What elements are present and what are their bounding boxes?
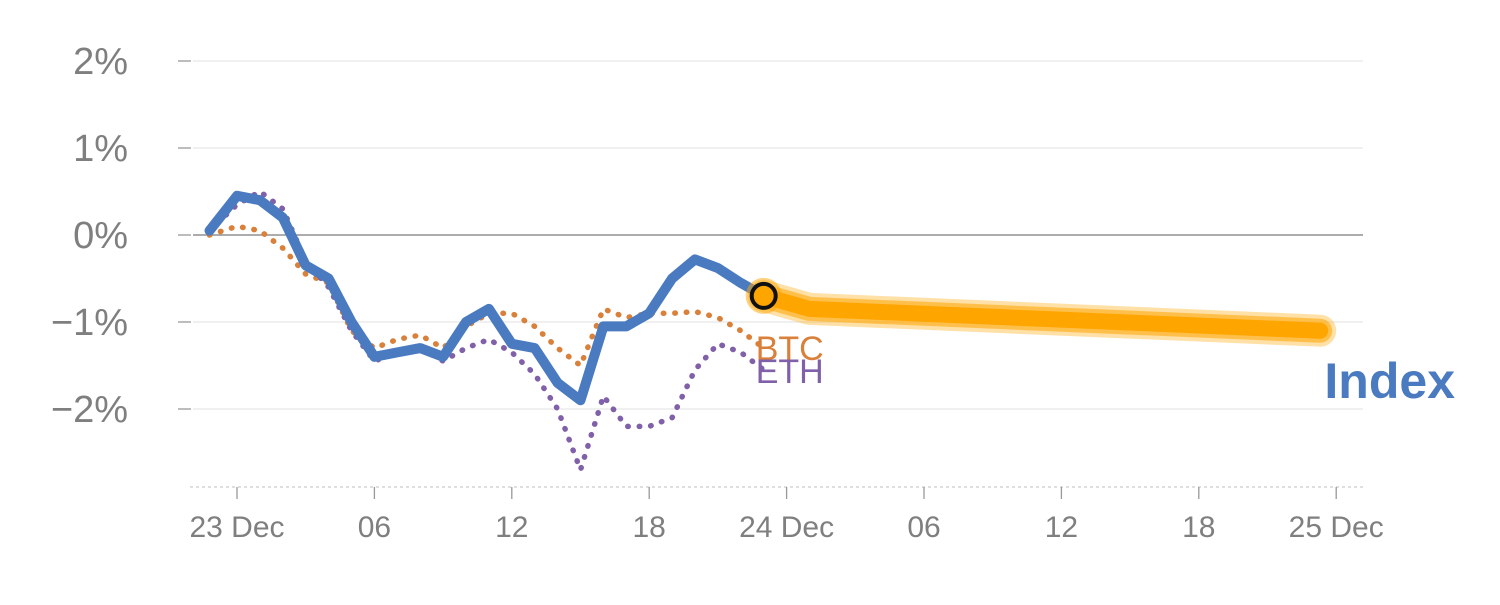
y-tick-label: −1%: [51, 302, 128, 344]
y-tick-label: 2%: [73, 41, 128, 83]
x-tick-label: 18: [633, 511, 666, 544]
x-tick-label: 06: [907, 511, 940, 544]
y-tick-label: −2%: [51, 389, 128, 431]
btc-label: BTC: [756, 330, 824, 368]
x-tick-label: 06: [358, 511, 391, 544]
index-line: [204, 190, 769, 406]
x-tick-label: 12: [495, 511, 528, 544]
index-label: Index: [1324, 353, 1455, 409]
x-tick-label: 25 Dec: [1289, 511, 1384, 544]
x-tick-label: 23 Dec: [189, 511, 284, 544]
current-marker: [749, 281, 778, 310]
y-tick-label: 0%: [73, 215, 128, 257]
y-tick-label: 1%: [73, 128, 128, 170]
eth-label: ETH: [756, 353, 824, 391]
x-tick-label: 18: [1182, 511, 1215, 544]
x-tick-label: 24 Dec: [739, 511, 834, 544]
x-tick-label: 12: [1045, 511, 1078, 544]
